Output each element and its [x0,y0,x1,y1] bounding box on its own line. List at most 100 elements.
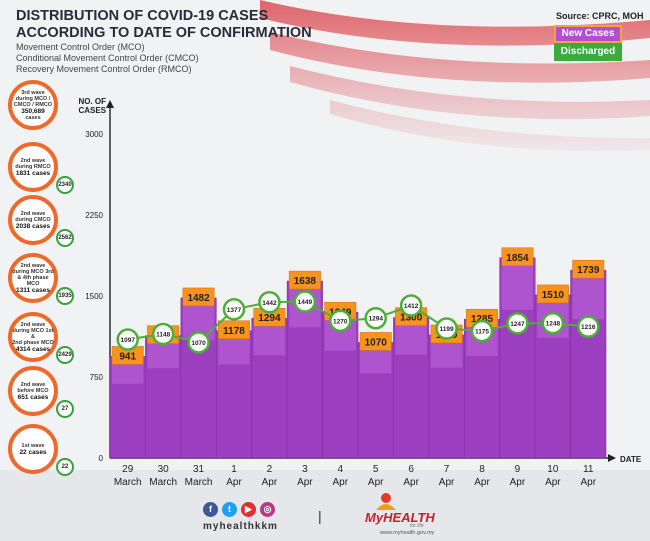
x-tick-label: Apr [297,477,313,488]
wave-text-l1: 2nd wave [20,157,46,164]
logo-health: HEALTH [383,510,435,525]
discharged-value-label: 1270 [333,318,348,325]
bar-value-label: 941 [119,351,136,362]
twitter-icon[interactable]: t [222,502,237,517]
bar-value-box [288,270,321,290]
y-axis-label: CASES [78,106,106,115]
wave-text-num: 1311 cases [16,286,50,294]
x-tick-label: Apr [510,477,526,488]
bar-value-box [536,284,569,304]
wave-circle: 2nd wave before MCO 651 cases [8,366,58,416]
x-tick-label: Apr [262,477,278,488]
wave-circle: 2nd wave during MCO 3rd & 4th phase MCO 131… [8,253,58,303]
discharged-point [258,291,281,314]
x-tick-label: 31 [193,464,205,475]
page-title: DISTRIBUTION OF COVID-19 CASES ACCORDING… [16,8,312,42]
bar [215,330,253,459]
bar-value-label: 1070 [365,337,388,348]
title-line-2: ACCORDING TO DATE OF CONFIRMATION [16,25,312,41]
youtube-icon[interactable]: ▶ [241,502,256,517]
wave-text-l3: & 4th phase MCO [17,274,49,287]
wave-text-l2: during MCO / [15,95,51,102]
discharged-point [577,315,600,338]
x-tick-label: 8 [479,464,485,475]
y-axis-label: NO. OF [78,97,106,106]
wave-text-num: 2038 cases [15,222,51,230]
x-tick-label: Apr [403,477,419,488]
x-tick-label: 30 [158,464,170,475]
logo-my: My [365,510,384,525]
discharged-point [399,294,423,317]
bar-value-box [182,287,215,307]
wave-text-num: 4314 cases [15,345,51,353]
wave-discharged-badge: 2429 [56,346,74,364]
wave-circle: 1st wave 22 cases [8,424,58,474]
discharged-point [187,331,210,354]
legend-discharged: Discharged [554,43,622,61]
y-axis-arrow [106,100,114,108]
myhealth-logo-figure [366,492,406,510]
instagram-icon[interactable]: ◎ [260,502,275,517]
wave-text-l3: CMCO / RMCO [13,101,53,108]
x-tick-label: Apr [226,477,242,488]
wave-discharged-badge: 2562 [56,229,74,247]
discharged-value-label: 1216 [581,324,596,331]
x-tick-label: Apr [333,477,349,488]
x-tick-label: Apr [439,477,455,488]
wave-text-l3: 2nd phase MCO [12,339,54,346]
x-tick-label: 9 [515,464,521,475]
x-tick-label: 1 [231,464,237,475]
wave-text-num: 651 cases [17,393,49,401]
x-tick-label: Apr [368,477,384,488]
discharged-point [151,322,175,346]
wave-text-l2: during CMCO [15,216,51,223]
bar [499,257,536,459]
x-tick-label: 11 [583,464,594,475]
title-line-1: DISTRIBUTION OF COVID-19 CASES [16,8,269,24]
discharged-value-label: 1412 [404,303,419,310]
bar-value-box [572,259,605,279]
bar [393,317,430,459]
myhealth-figure-icon [376,493,396,510]
wave-text-l2: during MCO 3rd [12,268,54,275]
discharged-point [435,317,458,340]
discharged-value-label: 1175 [475,329,489,336]
wave-text-l2: before MCO [17,387,49,394]
wave-circle: 3rd wave during MCO / CMCO / RMCO 350,689 ca… [8,80,58,130]
discharged-value-label: 1294 [368,316,383,323]
legend-new-cases: New Cases [554,25,622,43]
discharged-point [541,311,565,335]
wave-text-num: 1831 cases [15,169,51,177]
bar-value-label: 1285 [471,314,494,325]
wave-text-l2: during MCO 1st & [12,327,54,340]
abbr-cmco: Conditional Movement Control Order (CMCO… [16,53,199,63]
x-axis-label: DATE [620,455,642,464]
discharged-point [222,298,246,321]
x-tick-label: 5 [373,464,379,475]
wave-text-l1: 2nd wave [20,210,46,217]
abbr-rmco: Recovery Movement Control Order (RMCO) [16,64,192,74]
y-tick-label: 750 [90,373,104,382]
x-tick-label: Apr [474,477,490,488]
x-tick-label: 2 [267,464,273,475]
bar-value-label: 1300 [400,313,423,324]
discharged-point [364,306,387,330]
wave-text-num: 22 cases [19,448,47,456]
website-url: www.myhealth.gov.my [380,530,435,536]
facebook-icon[interactable]: f [203,502,218,517]
bar-value-label: 1482 [187,293,210,304]
bar [180,297,217,459]
bar-value-box [501,247,534,267]
x-tick-label: March [114,477,142,488]
x-tick-label: 6 [408,464,414,475]
wave-text-l1: 2nd wave [20,262,46,269]
wave-text-l4: cases [25,114,41,121]
wave-text-num: 350,689 [21,107,45,115]
discharged-value-label: 1199 [440,326,454,333]
abbr-mco: Movement Control Order (MCO) [16,42,145,52]
x-tick-label: 4 [338,464,344,475]
discharged-point [116,328,139,351]
y-tick-label: 2250 [85,211,103,220]
bar-highlight [501,259,534,310]
